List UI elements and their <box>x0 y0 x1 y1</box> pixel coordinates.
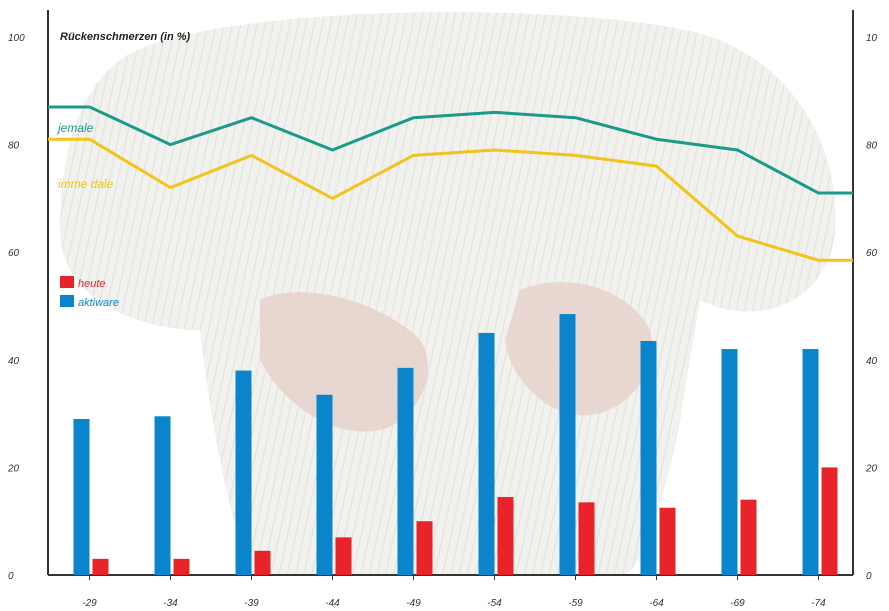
line-point <box>332 198 333 199</box>
line-point <box>575 155 576 156</box>
y-tick-right-label: 40 <box>866 356 878 367</box>
x-tick-label: -39 <box>244 598 259 609</box>
y-tick-right-label: 80 <box>866 141 878 152</box>
y-tick-left-label: 40 <box>8 356 20 367</box>
y-tick-right-label: 60 <box>866 248 878 259</box>
y-tick-left-label: 100 <box>8 33 25 44</box>
bar-heute <box>741 500 757 575</box>
x-tick-label: -54 <box>487 598 502 609</box>
line-point <box>494 112 495 113</box>
legend-label-aktiware: aktiware <box>78 297 119 309</box>
y-tick-right-label: 0 <box>866 571 872 582</box>
bar-aktiware <box>722 349 738 575</box>
line-point <box>656 139 657 140</box>
bar-heute <box>93 559 109 575</box>
x-tick-label: -34 <box>163 598 178 609</box>
line-point <box>251 117 252 118</box>
line-point <box>494 149 495 150</box>
line-point <box>818 193 819 194</box>
chart-title: Rückenschmerzen (in %) <box>60 31 191 43</box>
bar-aktiware <box>236 371 252 575</box>
x-tick-label: -74 <box>811 598 826 609</box>
line-point <box>89 106 90 107</box>
bar-heute <box>498 497 514 575</box>
line-point <box>170 144 171 145</box>
line-label-jemale: jemale <box>56 121 94 135</box>
x-tick-label: -29 <box>82 598 97 609</box>
line-point <box>575 117 576 118</box>
x-tick-label: -64 <box>649 598 664 609</box>
bar-aktiware <box>398 368 414 575</box>
line-point <box>818 260 819 261</box>
legend-swatch-heute <box>60 276 74 288</box>
bar-heute <box>174 559 190 575</box>
bar-heute <box>336 537 352 575</box>
line-point <box>737 149 738 150</box>
line-point <box>170 187 171 188</box>
bar-heute <box>417 521 433 575</box>
y-tick-right-label: 20 <box>865 463 878 474</box>
bar-heute <box>660 508 676 575</box>
legend-swatch-aktiware <box>60 295 74 307</box>
line-point <box>413 117 414 118</box>
bar-aktiware <box>641 341 657 575</box>
bar-heute <box>579 502 595 575</box>
y-tick-left-label: 60 <box>8 248 20 259</box>
legend-label-heute: heute <box>78 278 106 290</box>
y-tick-left-label: 80 <box>8 141 20 152</box>
y-tick-right-label: 10 <box>866 33 878 44</box>
y-tick-left-label: 20 <box>7 463 20 474</box>
line-point <box>89 139 90 140</box>
bar-heute <box>822 467 838 575</box>
x-tick-label: -44 <box>325 598 340 609</box>
line-point <box>332 149 333 150</box>
x-tick-label: -69 <box>730 598 745 609</box>
bar-aktiware <box>317 395 333 575</box>
bar-aktiware <box>803 349 819 575</box>
x-tick-label: -59 <box>568 598 583 609</box>
line-point <box>737 236 738 237</box>
line-point <box>413 155 414 156</box>
line-point <box>656 166 657 167</box>
y-tick-left-label: 0 <box>8 571 14 582</box>
bar-aktiware <box>560 314 576 575</box>
line-label-imme-dale: imme dale <box>58 177 114 191</box>
bar-aktiware <box>479 333 495 575</box>
bar-aktiware <box>74 419 90 575</box>
x-tick-label: -49 <box>406 598 421 609</box>
bar-heute <box>255 551 271 575</box>
line-point <box>251 155 252 156</box>
bar-aktiware <box>155 416 171 575</box>
